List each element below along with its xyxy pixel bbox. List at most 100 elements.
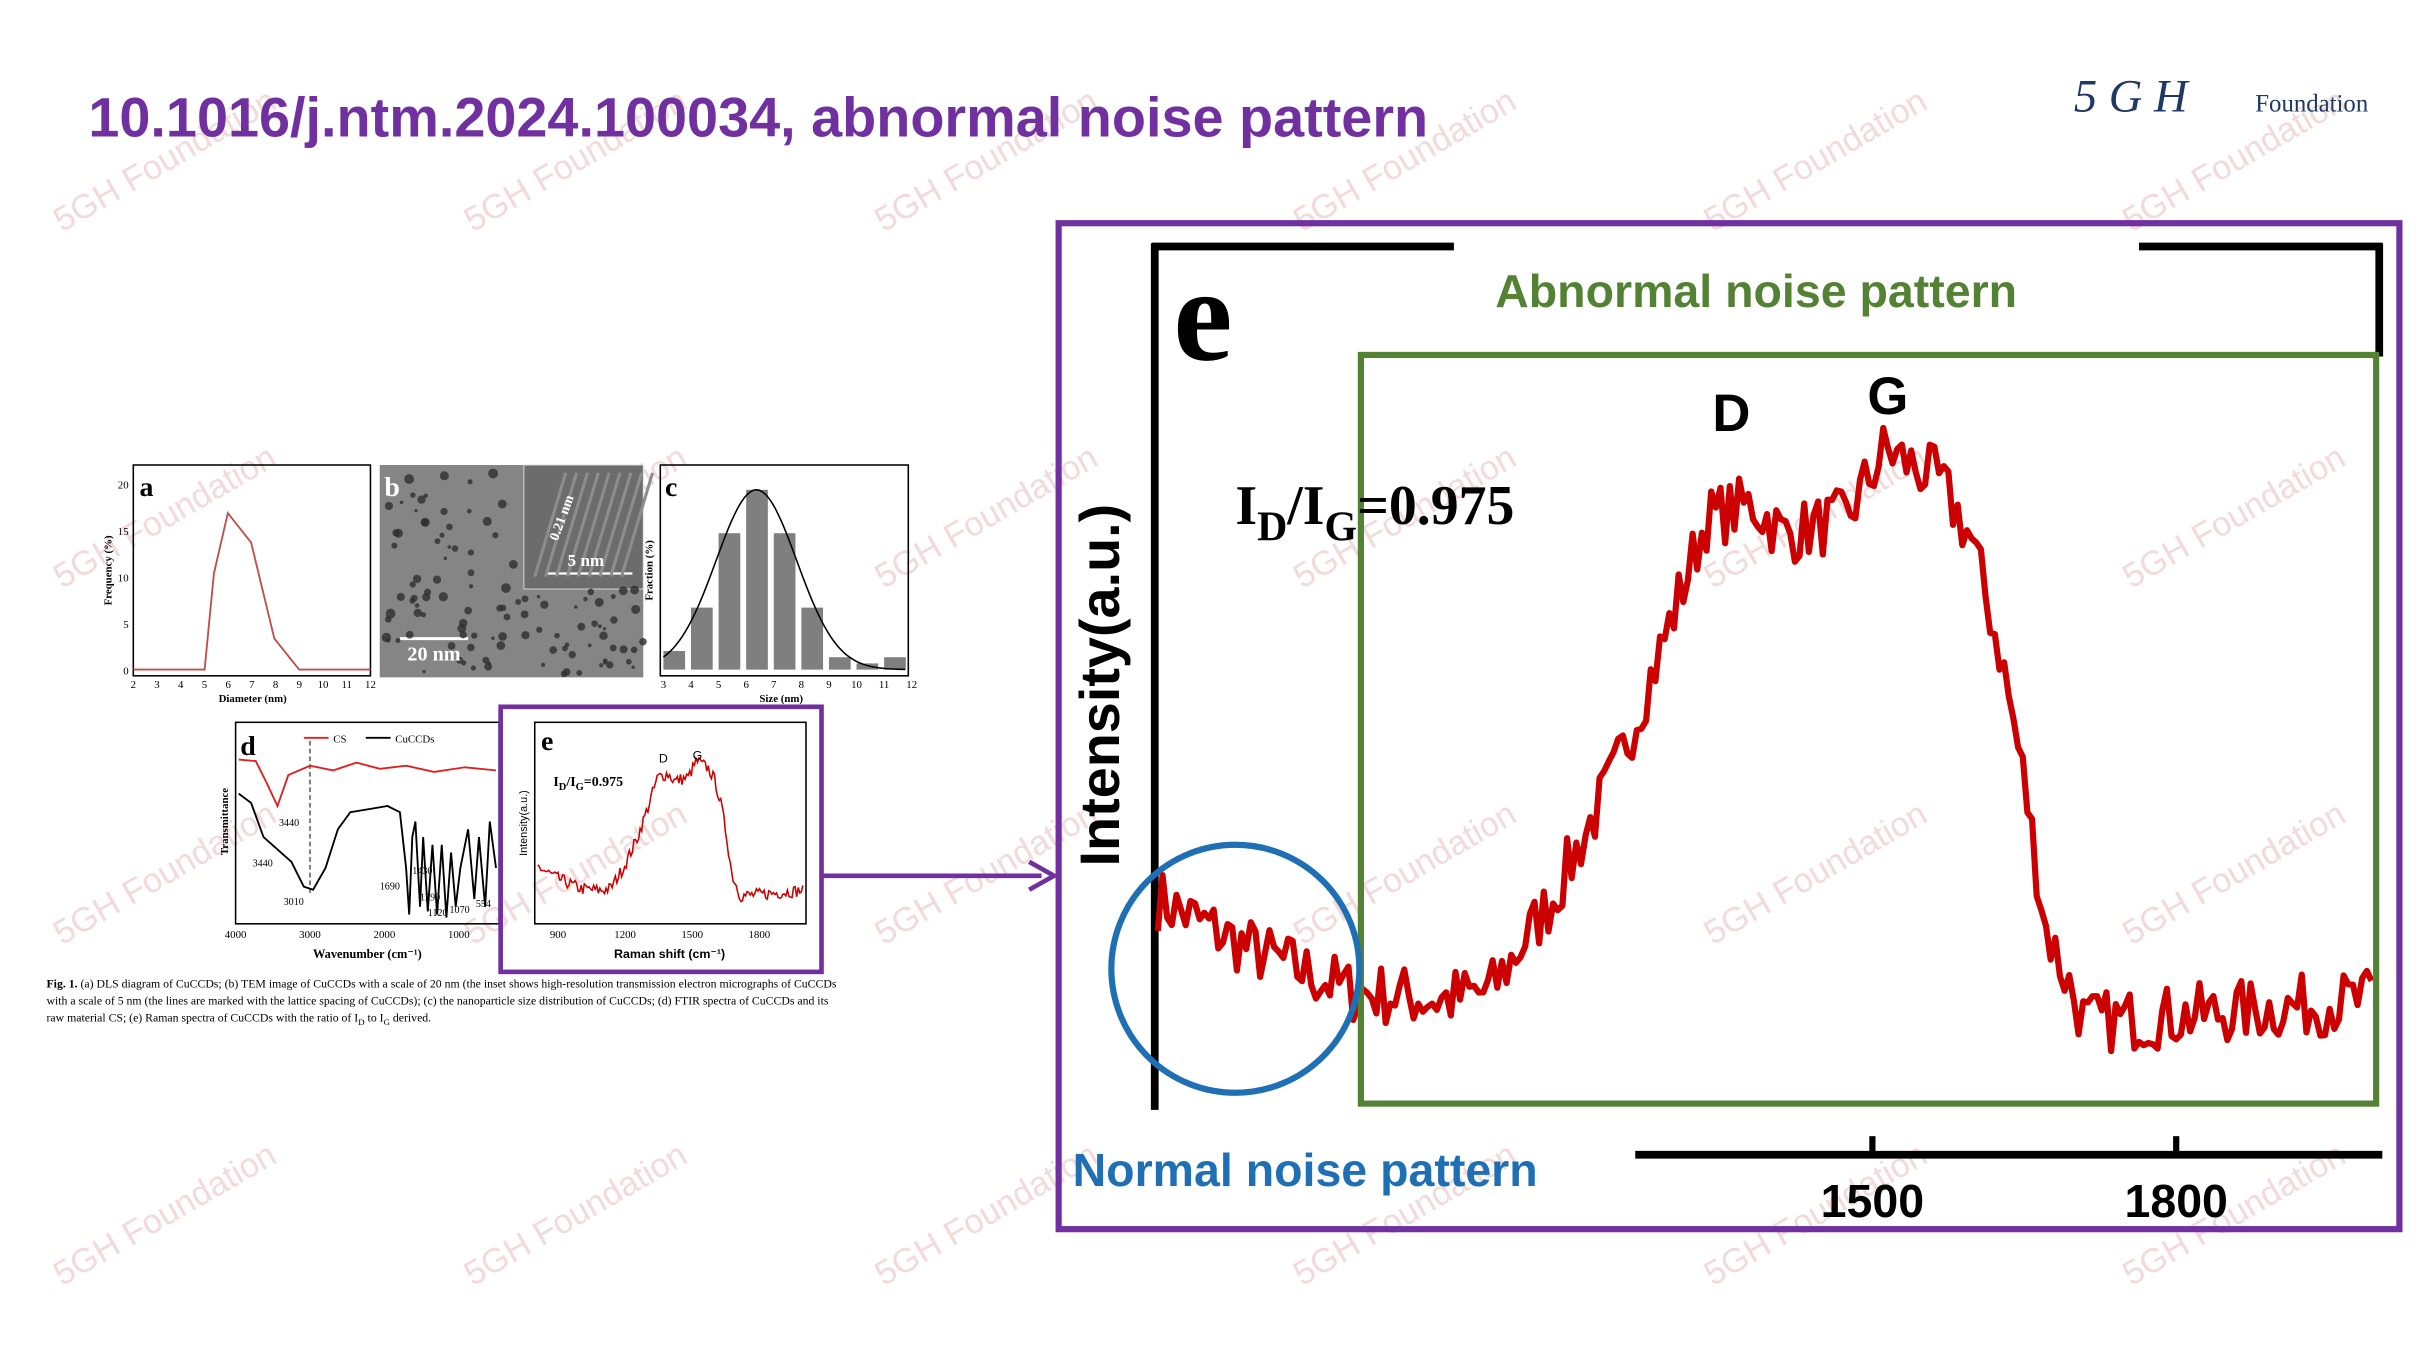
particle — [469, 584, 474, 589]
peak-annotation: 3440 — [253, 858, 273, 869]
scale-label: 20 nm — [407, 643, 460, 665]
particle — [564, 642, 570, 648]
particle — [439, 471, 449, 481]
particle — [434, 538, 441, 545]
legend-label: CuCCDs — [395, 733, 434, 745]
tick-label: 10 — [118, 572, 129, 584]
particle — [487, 661, 492, 666]
panel-e-frame — [533, 721, 807, 925]
panel-label: a — [140, 472, 154, 503]
particle — [438, 592, 448, 602]
text-part: G — [576, 782, 584, 793]
abnormal-box — [1357, 351, 2380, 1107]
particle — [482, 516, 492, 526]
particle — [515, 598, 522, 605]
particle — [446, 523, 453, 531]
tick-label: 10 — [318, 679, 329, 691]
cuccds-curve — [238, 792, 497, 918]
caption-line: raw material CS; (e) Raman spectra of Cu… — [47, 1011, 432, 1027]
caption-line: with a scale of 5 nm (the lines are mark… — [47, 994, 829, 1007]
peak-d: D — [1712, 384, 1750, 443]
tick-label: 9 — [297, 679, 302, 691]
logo-text: Foundation — [2255, 91, 2369, 118]
particle — [497, 499, 507, 509]
particle — [602, 627, 607, 631]
axis-label: Transmittance — [219, 788, 231, 855]
lattice-fringe — [533, 472, 568, 578]
particle — [630, 585, 640, 595]
particle — [540, 600, 549, 609]
legend-label: CS — [333, 733, 346, 745]
axis-label: Fraction (%) — [644, 540, 656, 601]
tick-label: 20 — [118, 479, 129, 491]
particle — [422, 592, 431, 602]
particle — [587, 588, 595, 596]
histogram-bar — [856, 663, 879, 670]
particle — [404, 474, 415, 484]
histogram-bar — [801, 607, 824, 670]
text-part: raw material CS; (e) Raman spectra of Cu… — [47, 1011, 359, 1024]
peak-annotation: 3440 — [279, 818, 299, 829]
histogram-bar — [690, 607, 713, 670]
text-part: =0.975 — [1357, 475, 1514, 537]
particle — [492, 532, 499, 539]
text-part: I — [1235, 475, 1257, 537]
tick-label: 12 — [906, 679, 917, 691]
tick-label: 7 — [771, 679, 777, 691]
peak-g: G — [1867, 367, 1908, 426]
watermark: 5GH Foundation — [47, 438, 283, 596]
tick-label: 12 — [365, 679, 376, 691]
particle — [482, 656, 490, 664]
gaussian-fit — [662, 489, 906, 671]
watermark: 5GH Foundation — [1287, 795, 1523, 953]
particle — [508, 560, 518, 569]
particle — [536, 626, 543, 633]
particle — [631, 665, 635, 669]
zoom-x-tick: 1500 — [1821, 1175, 1924, 1227]
particle — [599, 631, 608, 640]
particle — [501, 583, 511, 593]
particle — [610, 616, 618, 624]
arrow-head — [1028, 859, 1059, 892]
text-part: /I — [1286, 475, 1324, 537]
lattice-fringe — [620, 472, 655, 578]
particle — [423, 493, 429, 498]
axis-label: Wavenumber (cm⁻¹) — [313, 947, 422, 961]
axis-label: Intensity(a.u.) — [518, 790, 530, 856]
particle — [498, 632, 507, 641]
zoom-y-label: Intensity(a.u.) — [1068, 504, 1131, 867]
normal-circle — [1108, 841, 1363, 1096]
particle — [395, 638, 401, 644]
tick-label: 1800 — [749, 929, 771, 941]
particle — [414, 508, 418, 513]
particle — [467, 643, 475, 652]
tick-label: 10 — [851, 679, 862, 691]
particle — [491, 636, 495, 640]
particle — [417, 495, 426, 504]
watermark: 5GH Foundation — [869, 1136, 1105, 1294]
particle — [599, 663, 604, 668]
paper-figure — [132, 464, 1059, 975]
lattice-fringe — [565, 472, 600, 578]
particle — [609, 644, 617, 652]
axis-label: Frequency (%) — [103, 535, 115, 605]
text-part: =0.975 — [584, 775, 623, 790]
particle — [391, 542, 398, 549]
panel-c-frame — [659, 464, 910, 677]
tick-label: 1200 — [614, 929, 636, 941]
tick-label: 4000 — [225, 929, 247, 941]
tick-label: 11 — [342, 679, 352, 691]
panel-label: b — [384, 472, 400, 503]
particle — [619, 645, 628, 654]
caption-label: Fig. 1. — [47, 977, 78, 990]
particle — [399, 500, 404, 505]
particle — [385, 608, 396, 619]
particle — [536, 594, 541, 599]
text-part: /I — [565, 775, 575, 790]
particle — [583, 596, 588, 602]
particle — [610, 594, 616, 599]
histogram-bar — [884, 657, 906, 670]
text-part: derived. — [390, 1011, 431, 1024]
logo-mark: 5 G H — [2074, 72, 2190, 123]
particle — [457, 624, 467, 633]
